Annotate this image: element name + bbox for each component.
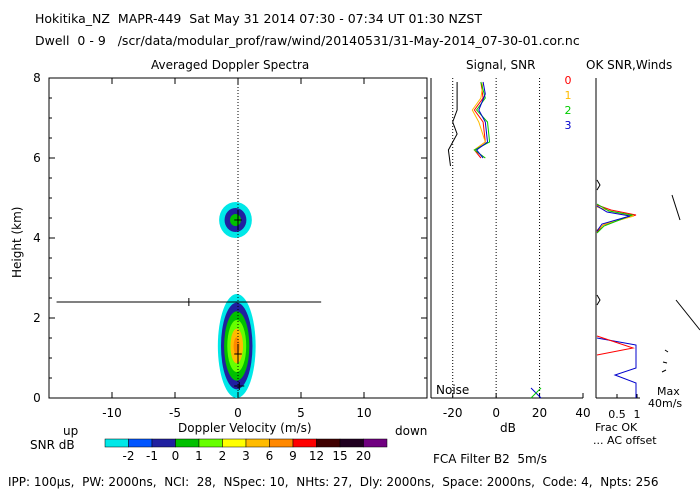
ok-series [596, 179, 637, 398]
snr-grid [452, 78, 541, 398]
legend-series-0: 0 [565, 74, 572, 87]
snr-x-tick-label: 40 [575, 406, 590, 420]
colorbar-tick-label: 20 [356, 449, 371, 463]
doppler-grid: -10 -5 0 5 10 0 2 4 6 8 [33, 71, 427, 420]
colorbar-swatch [198, 438, 223, 448]
snr-series-noise [447, 82, 458, 167]
colorbar-tick-label: 15 [332, 449, 347, 463]
ok-trace [596, 337, 637, 398]
legend-series-3: 3 [565, 119, 572, 132]
colorbar-swatch [269, 438, 294, 448]
y-tick-label: 2 [33, 311, 41, 325]
filter-label: FCA Filter B2 5m/s [433, 452, 547, 466]
ok-ticks: 0.5 1 [608, 394, 641, 421]
down-label: down [395, 424, 428, 438]
snr-x-tick-label: -20 [443, 406, 463, 420]
colorbar-tick-label: 2 [219, 449, 227, 463]
snr-series-1 [471, 81, 486, 159]
up-label: up [63, 424, 79, 438]
doppler-title: Averaged Doppler Spectra [151, 58, 310, 72]
colorbar-swatch [175, 438, 200, 448]
wind-max-label: Max [657, 385, 680, 398]
snr-series-2 [473, 81, 491, 159]
doppler-panel: -10 -5 0 5 10 0 2 4 6 8 [33, 71, 428, 420]
echo-blobs [217, 202, 256, 398]
legend-series-2: 2 [565, 104, 572, 117]
colorbar-tick-label: -1 [146, 449, 158, 463]
wind-barbs [661, 194, 700, 373]
series-legend: 0 1 2 3 [565, 74, 572, 132]
ok-trace [596, 203, 634, 234]
colorbar-tick-label: 0 [172, 449, 180, 463]
colorbar-swatch [339, 438, 364, 448]
header-dwell: Dwell 0 - 9 /scr/data/modular_prof/raw/w… [35, 33, 580, 48]
ok-trace [596, 335, 635, 356]
colorbar-swatch [316, 438, 341, 448]
snr-title: Signal, SNR [466, 58, 536, 72]
snr-series-3 [475, 81, 489, 159]
legend-series-1: 1 [565, 89, 572, 102]
colorbar-label: SNR dB [30, 438, 75, 452]
ok-trace [596, 205, 631, 232]
y-tick-label: 8 [33, 71, 41, 85]
wind-max-value: 40m/s [648, 397, 683, 410]
moment-crosses [56, 210, 322, 390]
y-tick-label: 0 [33, 391, 41, 405]
ok-trace [596, 294, 601, 306]
x-axis-label: Doppler Velocity (m/s) [178, 421, 312, 435]
y-tick-label: 6 [33, 151, 41, 165]
x-tick-label: 5 [297, 406, 305, 420]
snr-series [447, 81, 491, 167]
snr-colorbar: -2 -1 0 1 2 3 6 9 12 15 20 [104, 438, 388, 463]
ok-x-tick-label: 1 [634, 408, 641, 421]
colorbar-swatch [292, 438, 317, 448]
snr-ticks: -20 0 20 40 [443, 393, 591, 420]
snr-panel: -20 0 20 40 [430, 78, 591, 420]
colorbar-swatch [128, 438, 153, 448]
snr-x-tick-label: 20 [532, 406, 547, 420]
x-tick-label: 0 [234, 406, 242, 420]
header-title: Hokitika_NZ MAPR-449 Sat May 31 2014 07:… [35, 11, 482, 26]
snr-cross-marker [530, 387, 542, 399]
frac-ok-label: Frac OK [595, 421, 638, 434]
colorbar-tick-label: 3 [242, 449, 250, 463]
x-tick-label: 10 [356, 406, 371, 420]
colorbar-swatch [245, 438, 270, 448]
snr-x-label: dB [500, 421, 516, 435]
y-tick-label: 4 [33, 231, 41, 245]
x-tick-label: -5 [169, 406, 181, 420]
colorbar-tick-label: -2 [123, 449, 135, 463]
x-tick-label: -10 [102, 406, 122, 420]
ok-trace [596, 179, 601, 191]
winds-title: OK SNR,Winds [586, 58, 673, 72]
colorbar-tick-label: 9 [289, 449, 297, 463]
colorbar-tick-label: 1 [195, 449, 203, 463]
colorbar-tick-label: 12 [309, 449, 324, 463]
ac-offset-label: ... AC offset [593, 434, 657, 447]
colorbar-tick-label: 6 [266, 449, 274, 463]
colorbar-swatch [104, 438, 129, 448]
colorbar-swatch [363, 438, 388, 448]
echo-blob-level [233, 337, 240, 355]
colorbar-swatch [151, 438, 176, 448]
snr-x-tick-label: 0 [492, 406, 500, 420]
colorbar-swatch [222, 438, 247, 448]
footer-params: IPP: 100μs, PW: 2000ns, NCI: 28, NSpec: … [8, 475, 659, 489]
ok-x-tick-label: 0.5 [608, 408, 626, 421]
